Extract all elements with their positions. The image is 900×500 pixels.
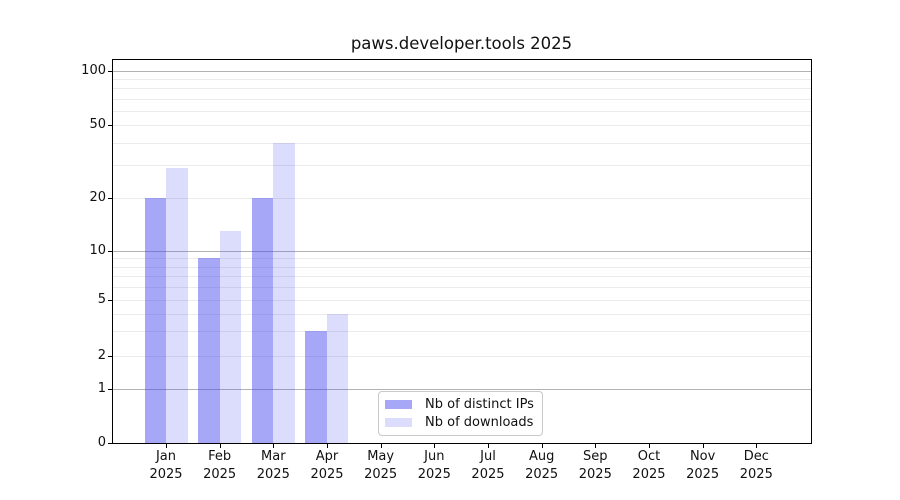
gridline-y-10 [113, 251, 811, 252]
y-tick-mark-10 [108, 251, 113, 252]
y-tick-mark-2 [108, 355, 113, 357]
y-tick-label-100: 100 [81, 62, 106, 78]
x-tick-mark-jul [487, 444, 489, 448]
gridline-y-1 [113, 388, 811, 390]
x-tick-label-aug: Aug 2025 [525, 449, 559, 482]
y-tick-mark-5 [108, 300, 113, 301]
y-tick-mark-100 [108, 70, 113, 72]
x-tick-label-jul: Jul 2025 [471, 449, 505, 482]
x-tick-label-nov: Nov 2025 [686, 449, 720, 482]
x-tick-label-may: May 2025 [364, 449, 398, 482]
x-tick-mark-nov [702, 444, 704, 448]
plot-area [112, 59, 812, 444]
gridline-y-9 [113, 258, 811, 260]
y-tick-label-10: 10 [89, 243, 106, 258]
bar-downloads-feb [219, 230, 242, 443]
y-tick-label-5: 5 [97, 292, 106, 307]
gridline-y-2 [113, 355, 811, 357]
gridline-y-90 [113, 78, 811, 80]
gridline-y-4 [113, 313, 811, 315]
bar-distinct-ips-feb [198, 258, 220, 443]
y-tick-label-20: 20 [89, 189, 106, 205]
y-tick-label-0: 0 [97, 435, 106, 450]
x-tick-mark-oct [648, 444, 650, 448]
x-tick-label-feb: Feb 2025 [203, 449, 237, 482]
x-tick-label-oct: Oct 2025 [632, 449, 666, 482]
legend-swatch-distinct-ips-icon [385, 400, 412, 409]
x-tick-mark-dec [756, 444, 758, 448]
legend-swatch-downloads-icon [385, 418, 412, 427]
legend: Nb of distinct IPs Nb of downloads [378, 391, 543, 436]
y-tick-mark-0 [108, 443, 113, 444]
x-tick-label-apr: Apr 2025 [310, 449, 344, 482]
legend-label-downloads: Nb of downloads [425, 415, 534, 430]
gridline-y-40 [113, 142, 811, 144]
gridline-y-7 [113, 276, 811, 278]
bar-downloads-apr [326, 313, 349, 443]
x-tick-mark-sep [595, 444, 597, 448]
legend-label-distinct-ips: Nb of distinct IPs [425, 397, 534, 412]
gridline-y-60 [113, 110, 811, 112]
bar-distinct-ips-mar [251, 197, 274, 443]
y-tick-label-50: 50 [89, 117, 106, 132]
chart-title: paws.developer.tools 2025 [350, 34, 573, 53]
x-tick-mark-apr [326, 444, 328, 448]
y-tick-mark-1 [108, 388, 113, 390]
y-tick-label-2: 2 [97, 347, 106, 363]
gridline-y-70 [113, 98, 811, 100]
y-tick-mark-50 [108, 125, 113, 126]
gridline-y-30 [113, 165, 811, 167]
gridline-y-50 [113, 125, 811, 126]
gridline-y-5 [113, 300, 811, 301]
x-tick-label-sep: Sep 2025 [578, 449, 612, 482]
bar-distinct-ips-apr [305, 330, 327, 443]
gridline-y-3 [113, 330, 811, 332]
bar-downloads-mar [273, 142, 295, 443]
y-tick-label-1: 1 [97, 380, 106, 396]
gridline-y-80 [113, 88, 811, 90]
legend-item-distinct-ips: Nb of distinct IPs [385, 397, 534, 412]
x-tick-mark-jun [434, 444, 436, 448]
y-tick-mark-20 [108, 197, 113, 199]
x-tick-label-dec: Dec 2025 [739, 449, 773, 482]
x-tick-label-jan: Jan 2025 [149, 449, 183, 482]
bar-distinct-ips-jan [144, 197, 166, 443]
x-tick-mark-jan [166, 444, 167, 448]
gridline-y-100 [113, 70, 811, 72]
gridline-y-6 [113, 287, 811, 289]
x-tick-mark-feb [219, 444, 221, 448]
bar-downloads-jan [166, 168, 188, 443]
x-tick-label-mar: Mar 2025 [256, 449, 290, 482]
gridline-y-20 [113, 197, 811, 199]
gridline-y-8 [113, 266, 811, 268]
x-tick-mark-may [380, 444, 382, 448]
x-tick-mark-mar [273, 444, 275, 448]
x-tick-mark-aug [541, 444, 543, 448]
legend-item-downloads: Nb of downloads [385, 415, 534, 430]
x-tick-label-jun: Jun 2025 [417, 449, 451, 482]
